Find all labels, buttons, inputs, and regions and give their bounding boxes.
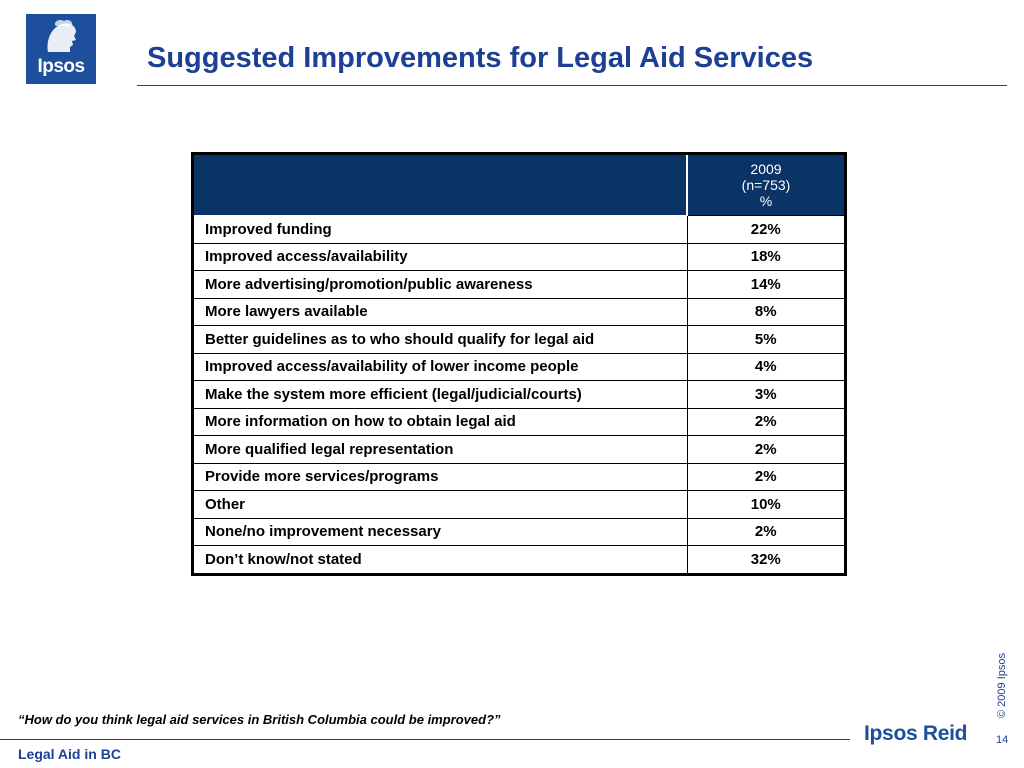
row-label: More information on how to obtain legal …: [192, 407, 688, 436]
row-value: 32%: [686, 545, 846, 575]
header-sample-size: (n=753): [741, 177, 791, 193]
copyright-notice: © 2009 Ipsos: [996, 653, 1008, 718]
row-label: Provide more services/programs: [192, 462, 688, 491]
row-value: 10%: [686, 490, 846, 519]
row-value: 4%: [686, 352, 846, 381]
label-column-header: [192, 153, 688, 216]
row-label: Improved access/availability: [192, 242, 688, 271]
header-unit: %: [759, 193, 773, 209]
page-title: Suggested Improvements for Legal Aid Ser…: [147, 42, 814, 74]
face-profile-icon: [47, 19, 76, 52]
row-value: 2%: [686, 435, 846, 464]
row-value: 8%: [686, 297, 846, 326]
row-value: 2%: [686, 462, 846, 491]
row-value: 18%: [686, 242, 846, 271]
table-row: More qualified legal representation 2%: [192, 435, 846, 464]
ipsos-logo: Ipsos: [26, 14, 96, 84]
row-value: 2%: [686, 407, 846, 436]
table-header-row: 2009 (n=753) %: [192, 153, 846, 216]
row-value: 14%: [686, 270, 846, 299]
logo-text: Ipsos: [37, 56, 85, 77]
row-label: None/no improvement necessary: [192, 517, 688, 546]
table-row: Improved access/availability of lower in…: [192, 352, 846, 381]
row-label: Improved access/availability of lower in…: [192, 352, 688, 381]
header-year: 2009: [750, 161, 782, 177]
title-divider: [137, 85, 1007, 86]
row-value: 22%: [686, 215, 846, 244]
footer-label: Legal Aid in BC: [18, 746, 121, 762]
page-number: 14: [996, 734, 1009, 746]
row-label: Make the system more efficient (legal/ju…: [192, 380, 688, 409]
row-label: Don’t know/not stated: [192, 545, 688, 575]
row-label: Other: [192, 490, 688, 519]
ipsos-reid-logo: Ipsos Reid: [864, 722, 968, 745]
table-row: Other 10%: [192, 490, 846, 519]
table-row: Don’t know/not stated 32%: [192, 545, 846, 575]
results-table: 2009 (n=753) % Improved funding 22% Improv…: [191, 152, 847, 576]
survey-question: “How do you think legal aid services in …: [18, 712, 501, 727]
table-row: More lawyers available 8%: [192, 297, 846, 326]
value-column-header: 2009 (n=753) %: [686, 153, 846, 216]
footer-divider: [0, 739, 850, 740]
table-row: Improved access/availability 18%: [192, 242, 846, 271]
row-value: 2%: [686, 517, 846, 546]
row-label: More advertising/promotion/public awaren…: [192, 270, 688, 299]
table-body: Improved funding 22% Improved access/avail…: [192, 215, 846, 575]
row-label: More lawyers available: [192, 297, 688, 326]
row-label: Improved funding: [192, 215, 688, 244]
table-row: More advertising/promotion/public awaren…: [192, 270, 846, 299]
table-row: Provide more services/programs 2%: [192, 462, 846, 491]
row-value: 5%: [686, 325, 846, 354]
row-label: More qualified legal representation: [192, 435, 688, 464]
row-label: Better guidelines as to who should quali…: [192, 325, 688, 354]
table-row: More information on how to obtain legal …: [192, 407, 846, 436]
table-row: Better guidelines as to who should quali…: [192, 325, 846, 354]
table-row: None/no improvement necessary 2%: [192, 517, 846, 546]
table-row: Make the system more efficient (legal/ju…: [192, 380, 846, 409]
table-row: Improved funding 22%: [192, 215, 846, 244]
row-value: 3%: [686, 380, 846, 409]
